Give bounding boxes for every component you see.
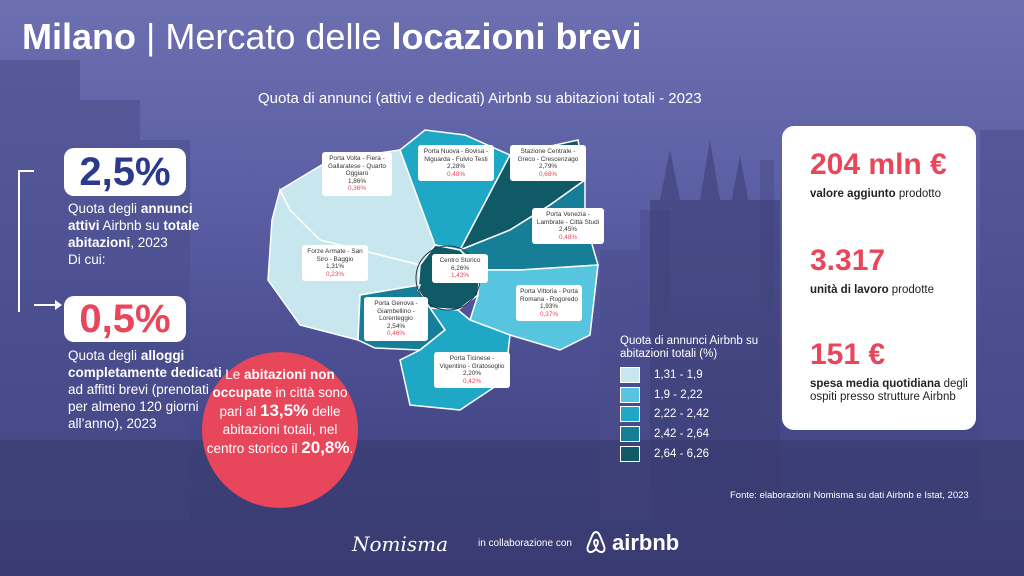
circle-value-city: 13,5%: [260, 401, 309, 420]
zone-label-porta-vittoria: Porta Vittoria - Porta Romana - Rogoredo…: [516, 285, 582, 322]
stat-desc-rest: degli ospiti presso strutture Airbnb: [810, 378, 968, 403]
zone-name: Porta Nuova - Bovisa - Niguarda - Fulvio…: [423, 148, 489, 163]
circle-value-centro: 20,8%: [301, 438, 350, 457]
zone-name: Porta Genova - Giambellino - Lorenteggio: [374, 300, 418, 323]
zone-name: Forze Armate - San Siro - Baggio: [307, 248, 363, 263]
airbnb-icon: [586, 530, 606, 553]
zone-dedicated: 1,43%: [450, 272, 470, 280]
stat-daily-spend-desc: spesa media quotidiana degli ospiti pres…: [810, 378, 970, 404]
zone-name: Stazione Centrale - Greco - Crescenzago: [517, 148, 579, 163]
stat-daily-spend: 151 €: [810, 338, 886, 371]
zone-total: 2,79%: [538, 163, 558, 171]
title-separator: |: [136, 16, 166, 57]
active-listings-value: 2,5%: [64, 148, 186, 196]
legend-label: 1,31 - 1,9: [654, 369, 703, 381]
stat-work-units: 3.317: [810, 244, 886, 277]
zone-total: 2,20%: [462, 370, 482, 378]
zone-label-stazione-centrale: Stazione Centrale - Greco - Crescenzago 2…: [510, 145, 586, 182]
zone-label-porta-volta: Porta Volta - Fiera - Gallaratese - Quar…: [322, 152, 392, 196]
zone-total: 2,28%: [446, 163, 466, 171]
legend-swatch: [620, 446, 640, 462]
source-note: Fonte: elaborazioni Nomisma su dati Airb…: [730, 490, 969, 501]
zone-dedicated: 0,37%: [539, 310, 559, 318]
zone-dedicated: 0,42%: [462, 377, 482, 385]
legend-item: 2,42 - 2,64: [620, 426, 709, 442]
legend-label: 2,42 - 2,64: [654, 428, 709, 440]
legend-label: 2,22 - 2,42: [654, 408, 709, 420]
title-part1: Mercato delle: [165, 16, 392, 57]
desc1-c: Airbnb su: [99, 218, 164, 233]
legend-item: 1,31 - 1,9: [620, 367, 703, 383]
stat-work-units-desc: unità di lavoro prodotte: [810, 284, 970, 297]
zone-total: 2,54%: [386, 322, 406, 330]
desc1-f: Di cui:: [68, 252, 106, 267]
legend-swatch: [620, 367, 640, 383]
circle-text-bold: abitazioni non occupate: [212, 367, 335, 400]
desc1-d: totale abitazioni: [68, 218, 200, 250]
legend-item: 2,22 - 2,42: [620, 406, 709, 422]
vacant-homes-circle: Le abitazioni non occupate in città sono…: [202, 352, 358, 508]
zone-dedicated: 0,48%: [446, 170, 466, 178]
stat-value-added: 204 mln €: [810, 148, 947, 181]
zone-dedicated: 0,23%: [325, 270, 345, 278]
zone-dedicated: 0,48%: [558, 233, 578, 241]
zone-total: 1,31%: [325, 263, 345, 271]
zone-dedicated: 0,36%: [347, 185, 367, 193]
stat-desc-bold: unità di lavoro: [810, 284, 889, 296]
stat-desc-rest: prodotte: [888, 284, 934, 296]
collaboration-text: in collaborazione con: [478, 538, 572, 549]
stat-desc-bold: valore aggiunto: [810, 188, 896, 200]
zone-name: Porta Venezia - Lambrate - Città Studi: [536, 211, 600, 226]
dedicated-listings-description: Quota degli alloggi completamente dedica…: [68, 347, 228, 432]
zone-label-porta-venezia: Porta Venezia - Lambrate - Città Studi 2,…: [532, 208, 604, 245]
desc2-a: Quota degli: [68, 348, 141, 363]
legend-item: 2,64 - 6,26: [620, 446, 709, 462]
title-part2: locazioni brevi: [391, 16, 642, 57]
desc2-b: alloggi completamente dedicati: [68, 348, 222, 380]
zone-label-porta-nuova: Porta Nuova - Bovisa - Niguarda - Fulvio…: [418, 145, 494, 182]
circle-text-2: in città sono pari al: [219, 385, 348, 419]
dedicated-listings-value: 0,5%: [64, 296, 186, 342]
zone-dedicated: 0,46%: [386, 330, 406, 338]
bracket-arrow-icon: [34, 300, 62, 310]
zone-name: Porta Vittoria - Porta Romana - Rogoredo: [520, 288, 578, 303]
desc1-a: Quota degli: [68, 201, 141, 216]
zone-dedicated: 0,68%: [538, 170, 558, 178]
zone-label-porta-genova: Porta Genova - Giambellino - Lorenteggio…: [364, 297, 428, 341]
zone-label-porta-ticinese: Porta Ticinese - Vigentino - Gratosoglio…: [434, 352, 510, 389]
zone-total: 1,86%: [347, 177, 367, 185]
legend-swatch: [620, 426, 640, 442]
legend-label: 1,9 - 2,22: [654, 389, 703, 401]
zone-label-forze-armate: Forze Armate - San Siro - Baggio 1,31% 0,2…: [302, 245, 368, 282]
zone-name: Porta Ticinese - Vigentino - Gratosoglio: [439, 355, 505, 370]
nomisma-logo: Nomisma: [352, 532, 449, 556]
economic-stats-card: 204 mln € valore aggiunto prodotto 3.317…: [782, 126, 976, 430]
legend-swatch: [620, 406, 640, 422]
legend-swatch: [620, 387, 640, 403]
stat-desc-bold: spesa media quotidiana: [810, 378, 941, 390]
bracket-line: [18, 170, 34, 312]
desc2-c: ad affitti brevi (prenotati per almeno 1…: [68, 382, 209, 431]
circle-text-1: Le: [225, 367, 245, 382]
desc1-e: , 2023: [130, 235, 168, 250]
zone-total: 2,45%: [558, 226, 578, 234]
desc1-b: annunci attivi: [68, 201, 193, 233]
legend-item: 1,9 - 2,22: [620, 387, 703, 403]
active-listings-description: Quota degli annunci attivi Airbnb su tot…: [68, 200, 218, 268]
zone-label-centro-storico: Centro Storico 6,26% 1,43%: [432, 254, 488, 283]
map-subtitle: Quota di annunci (attivi e dedicati) Air…: [258, 90, 702, 107]
legend-label: 2,64 - 6,26: [654, 448, 709, 460]
zone-total: 6,26%: [450, 264, 470, 272]
zone-name: Centro Storico: [439, 257, 481, 264]
circle-text-4: .: [349, 441, 354, 456]
title-city: Milano: [22, 16, 136, 57]
circle-text-3: delle abitazioni totali, nel centro stor…: [206, 404, 341, 456]
stat-value-added-desc: valore aggiunto prodotto: [810, 188, 970, 201]
zone-name: Porta Volta - Fiera - Gallaratese - Quar…: [328, 155, 386, 178]
airbnb-wordmark: airbnb: [612, 530, 680, 555]
page-title: Milano | Mercato delle locazioni brevi: [22, 16, 642, 58]
legend-title: Quota di annunci Airbnb su abitazioni to…: [620, 335, 759, 360]
zone-total: 1,93%: [539, 303, 559, 311]
stat-desc-rest: prodotto: [895, 188, 942, 200]
